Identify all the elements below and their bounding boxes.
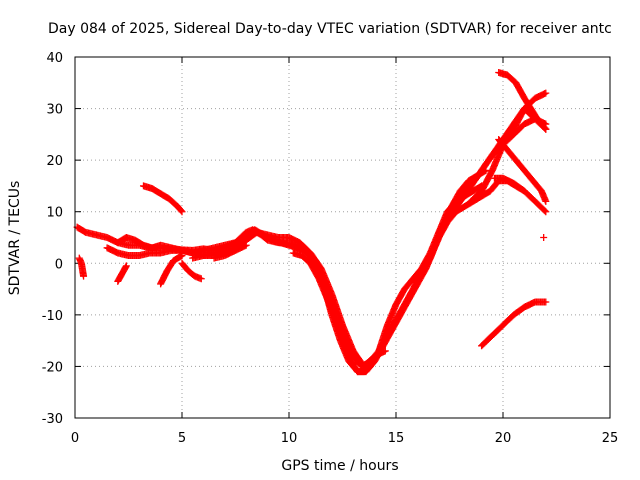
data-point [541,207,549,215]
data-point [540,234,548,241]
series-arc-bottom-right [478,298,550,350]
y-axis-label: SDTVAR / TECUs [7,181,23,296]
y-tick-label: -20 [42,360,63,375]
x-tick-label: 25 [602,431,619,446]
data-point [178,252,186,260]
y-tick-label: 10 [46,206,63,221]
series-arc-descend-1 [495,136,550,205]
x-tick-label: 5 [178,431,186,446]
axis-ticks: 0 5 10 15 20 25 -30 -20 -10 0 10 20 30 40 [42,51,619,446]
series-arc-late-4 [467,89,550,205]
series-arc-descend-2 [490,174,550,216]
series-arc-isolated [540,234,548,241]
data-point [381,347,389,355]
data-point [542,298,550,306]
y-tick-label: 40 [46,51,63,66]
x-axis-label: GPS time / hours [281,458,398,474]
series-arc-peak [495,68,550,133]
x-tick-label: 20 [495,431,512,446]
data-point [197,275,205,283]
data-point [542,89,550,97]
y-tick-label: 0 [55,257,63,272]
y-tick-label: -10 [42,309,63,324]
plot-frame [74,56,611,419]
chart-title: Day 084 of 2025, Sidereal Day-to-day VTE… [48,21,612,37]
y-tick-label: 20 [46,154,63,169]
series-arc-15 [139,182,186,216]
data-point [542,208,550,216]
series-arc-dip-5 [178,259,205,283]
series-arc-dip-4 [157,252,186,288]
series-arc-dip-2 [114,262,130,285]
data-points [73,68,550,376]
x-tick-label: 10 [281,431,298,446]
data-point [542,125,550,133]
data-point [541,124,549,132]
data-point [80,272,88,280]
y-tick-label: -30 [42,412,63,427]
data-point [177,207,185,215]
y-tick-label: 30 [46,103,63,118]
x-tick-label: 0 [71,431,79,446]
grid-lines [75,57,610,418]
series-arc-mid-2 [210,241,250,262]
series-arc-start-drop [75,254,88,280]
data-point [242,241,250,249]
x-tick-label: 15 [388,431,405,446]
data-point [178,208,186,216]
data-point [542,197,550,205]
data-point [122,262,130,270]
